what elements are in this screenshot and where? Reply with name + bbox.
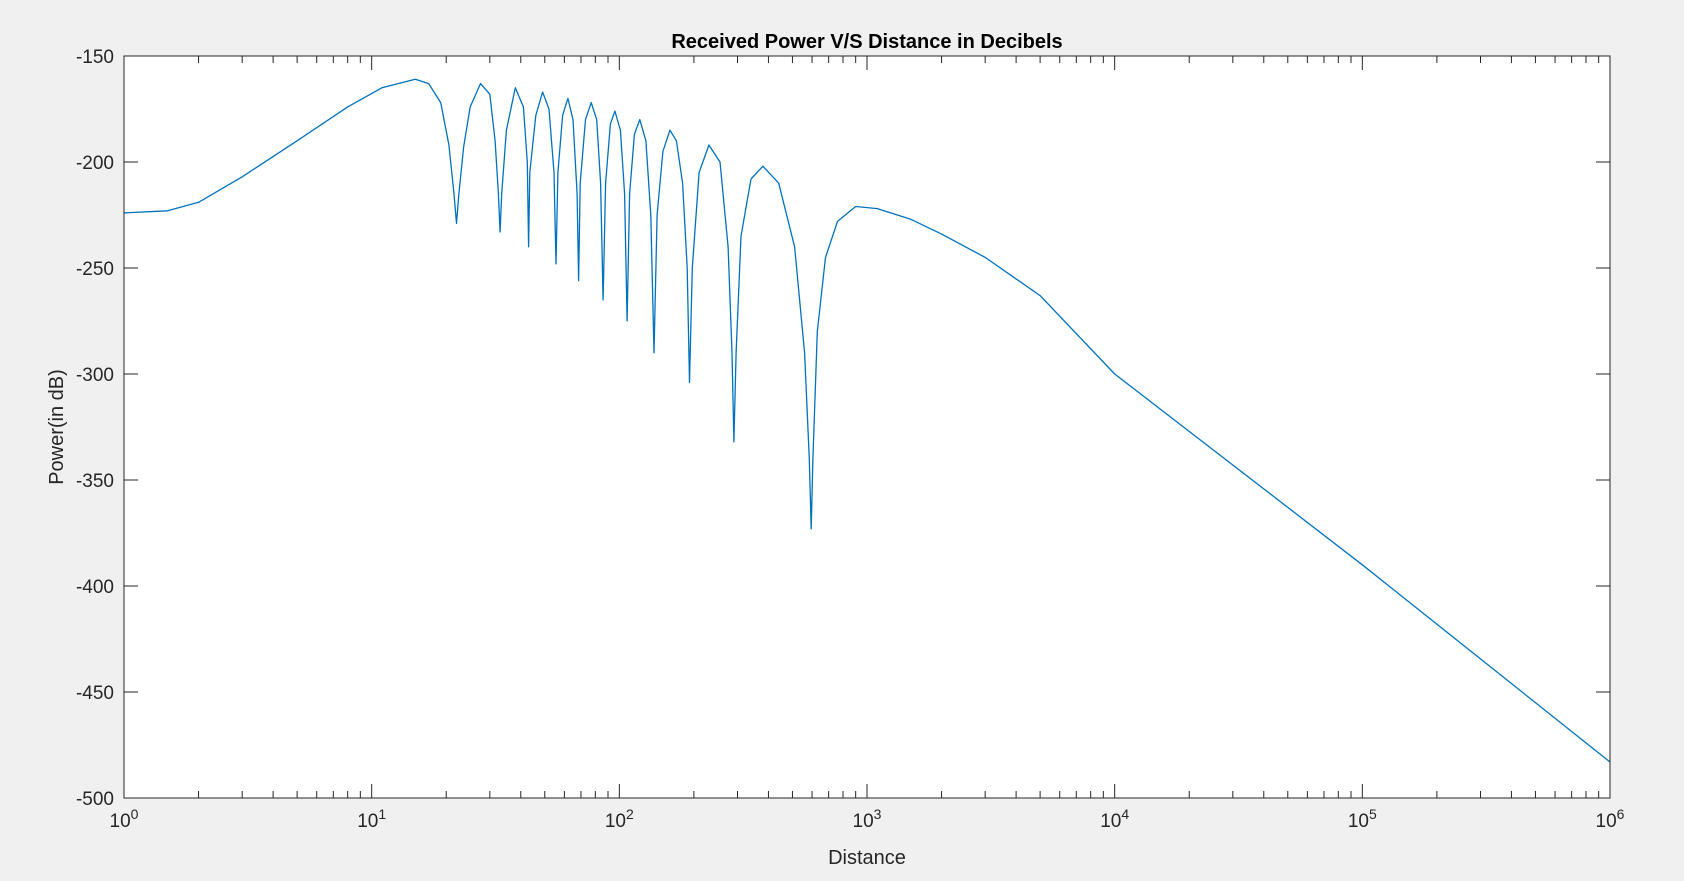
- x-tick-label: 104: [1100, 806, 1129, 832]
- x-tick-label: 103: [853, 806, 882, 832]
- plot-frame: [123, 55, 1611, 799]
- y-tick-label: -250: [76, 259, 114, 280]
- y-tick-label: -150: [76, 47, 114, 68]
- y-tick-label: -400: [76, 577, 114, 598]
- axis-ticks: [123, 55, 1611, 799]
- series-line-power: [123, 78, 1611, 763]
- x-tick-label: 102: [605, 806, 634, 832]
- x-tick-label: 101: [357, 806, 386, 832]
- y-tick-label: -450: [76, 683, 114, 704]
- y-tick-label: -300: [76, 365, 114, 386]
- y-axis-label: Power(in dB): [46, 369, 68, 485]
- y-tick-label: -350: [76, 471, 114, 492]
- x-tick-label: 106: [1596, 806, 1625, 832]
- x-axis-label: Distance: [828, 847, 906, 869]
- y-tick-label: -200: [76, 153, 114, 174]
- chart-title: Received Power V/S Distance in Decibels: [671, 31, 1062, 53]
- y-tick-label: -500: [76, 789, 114, 810]
- x-tick-label: 100: [110, 806, 139, 832]
- x-tick-label: 105: [1348, 806, 1377, 832]
- plot-area: [124, 56, 1610, 798]
